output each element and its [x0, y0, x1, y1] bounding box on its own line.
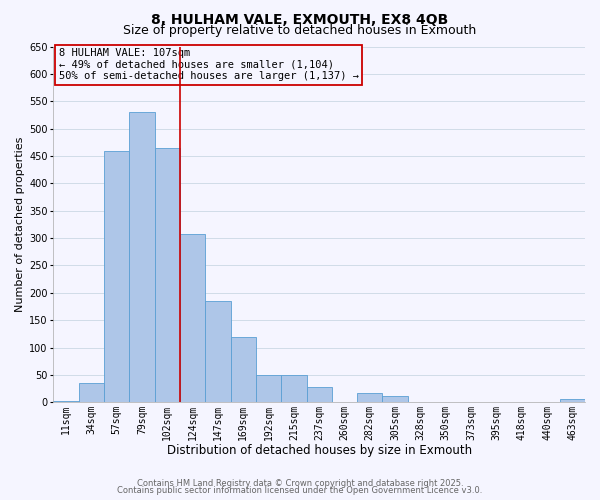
Bar: [256, 375, 281, 402]
Bar: [382, 396, 408, 402]
Bar: [79, 383, 104, 402]
Bar: [281, 375, 307, 402]
Bar: [205, 301, 230, 402]
X-axis label: Distribution of detached houses by size in Exmouth: Distribution of detached houses by size …: [167, 444, 472, 458]
Text: Size of property relative to detached houses in Exmouth: Size of property relative to detached ho…: [124, 24, 476, 37]
Text: Contains public sector information licensed under the Open Government Licence v3: Contains public sector information licen…: [118, 486, 482, 495]
Bar: [129, 112, 155, 403]
Y-axis label: Number of detached properties: Number of detached properties: [15, 136, 25, 312]
Bar: [307, 387, 332, 402]
Bar: [155, 148, 180, 403]
Bar: [230, 336, 256, 402]
Bar: [560, 399, 585, 402]
Bar: [180, 234, 205, 402]
Text: Contains HM Land Registry data © Crown copyright and database right 2025.: Contains HM Land Registry data © Crown c…: [137, 478, 463, 488]
Text: 8 HULHAM VALE: 107sqm
← 49% of detached houses are smaller (1,104)
50% of semi-d: 8 HULHAM VALE: 107sqm ← 49% of detached …: [59, 48, 359, 82]
Bar: [104, 150, 129, 402]
Bar: [357, 393, 382, 402]
Text: 8, HULHAM VALE, EXMOUTH, EX8 4QB: 8, HULHAM VALE, EXMOUTH, EX8 4QB: [151, 12, 449, 26]
Bar: [53, 400, 79, 402]
